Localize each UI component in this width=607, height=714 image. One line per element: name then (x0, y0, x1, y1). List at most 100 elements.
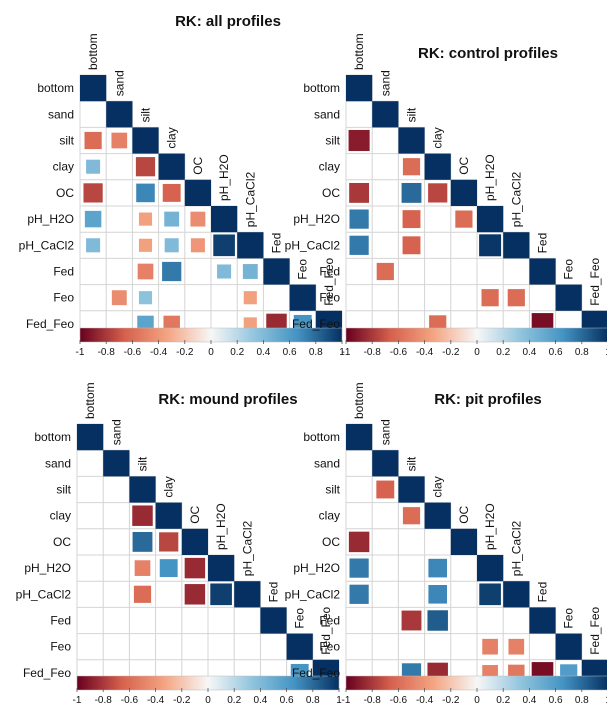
colorbar-tick-label: -0.4 (150, 347, 168, 358)
colorbar-tick-label: -0.2 (176, 347, 194, 358)
correlation-cell (372, 450, 399, 477)
correlation-cell (477, 555, 504, 582)
correlation-cell (346, 75, 373, 102)
row-label: sand (45, 456, 71, 470)
colorbar-tick-label: 0.6 (549, 695, 563, 706)
column-label: sand (378, 419, 392, 445)
row-label: sand (314, 107, 340, 121)
correlation-cell (184, 179, 211, 206)
correlation-cell (111, 290, 127, 306)
correlation-cell (208, 555, 235, 582)
column-label: sand (378, 70, 392, 96)
correlation-cell (111, 132, 128, 149)
correlation-cell (162, 183, 181, 202)
colorbar-tick-label: 0.2 (227, 695, 241, 706)
row-label: silt (59, 134, 74, 148)
colorbar-tick-label: 1 (339, 347, 345, 358)
correlation-cell (508, 638, 525, 655)
column-label: sand (112, 70, 126, 96)
row-label: clay (319, 509, 340, 523)
column-label: pH_CaCl2 (243, 172, 257, 228)
column-label: Fed_Feo (322, 257, 336, 305)
colorbar-tick-label: -0.8 (95, 695, 113, 706)
correlation-cell (286, 633, 313, 660)
column-label: Feo (562, 259, 576, 280)
correlation-cell (479, 583, 501, 606)
column-label: silt (139, 107, 153, 122)
colorbar-tick-label: -0.2 (173, 695, 191, 706)
row-label: bottom (303, 430, 340, 444)
row-label: pH_CaCl2 (285, 238, 341, 252)
column-label: pH_H2O (483, 503, 497, 550)
row-label: Fed (319, 265, 340, 279)
correlation-cell (86, 238, 101, 253)
colorbar-tick-label: 0 (205, 695, 211, 706)
panel-title: RK: control profiles (418, 45, 558, 62)
correlation-cell (479, 234, 502, 257)
column-label: pH_CaCl2 (509, 521, 523, 577)
colorbar-tick-label: -0.8 (364, 347, 382, 358)
correlation-cell (402, 158, 421, 176)
correlation-cell (349, 584, 369, 604)
row-label: pH_H2O (24, 561, 71, 575)
column-label: Feo (296, 259, 310, 280)
correlation-cell (243, 291, 257, 305)
row-label: pH_CaCl2 (285, 587, 341, 601)
correlation-cell (210, 583, 232, 606)
correlation-cell (164, 238, 179, 253)
correlation-cell (346, 424, 373, 451)
correlation-cell (450, 528, 477, 555)
row-label: Feo (50, 640, 71, 654)
row-label: OC (322, 186, 340, 200)
correlation-cell (260, 607, 287, 634)
panel-title: RK: mound profiles (158, 391, 297, 408)
colorbar-tick-label: 0.4 (256, 347, 270, 358)
correlation-cell (84, 210, 102, 228)
column-label: bottom (83, 382, 97, 419)
row-label: sand (48, 107, 74, 121)
row-label: Fed_Feo (292, 317, 340, 331)
correlation-cell (181, 528, 208, 555)
row-label: Feo (319, 291, 340, 305)
column-label: clay (165, 127, 179, 148)
colorbar-tick-label: 0.6 (280, 695, 294, 706)
correlation-cell (555, 633, 582, 660)
correlation-cell (372, 101, 399, 128)
correlation-cell (213, 234, 235, 257)
correlation-cell (424, 153, 451, 180)
correlation-cell (84, 131, 102, 150)
correlation-cell (289, 284, 316, 311)
correlation-cell (376, 262, 394, 281)
row-label: bottom (303, 81, 340, 95)
correlation-cell (243, 317, 257, 331)
column-label: OC (457, 156, 471, 174)
correlation-cell (401, 182, 422, 203)
correlation-cell (136, 183, 155, 203)
colorbar-tick-label: 0 (208, 347, 214, 358)
colorbar-tick-label: 0.2 (496, 695, 510, 706)
colorbar-tick-label: 0.6 (283, 347, 297, 358)
correlation-cell (134, 560, 151, 576)
row-label: silt (56, 483, 71, 497)
column-label: pH_CaCl2 (509, 172, 523, 228)
correlation-cell (129, 476, 156, 503)
correlation-cell (80, 75, 107, 102)
correlation-cell (477, 206, 504, 233)
correlation-cell (190, 238, 205, 253)
correlation-cell (137, 263, 154, 280)
correlation-cell (348, 531, 370, 553)
correlation-cell (158, 153, 185, 180)
correlation-cell (103, 450, 130, 477)
correlation-cell (529, 607, 556, 634)
correlation-cell (106, 101, 133, 128)
row-label: clay (319, 160, 340, 174)
column-label: pH_H2O (217, 154, 231, 201)
correlation-cell (507, 289, 525, 307)
column-label: bottom (352, 382, 366, 419)
correlation-cell (132, 505, 153, 526)
correlation-cell (349, 182, 370, 203)
colorbar-tick-label: 1 (336, 695, 342, 706)
column-label: OC (191, 156, 205, 174)
correlation-cell (190, 211, 206, 227)
correlation-cell (159, 559, 178, 578)
